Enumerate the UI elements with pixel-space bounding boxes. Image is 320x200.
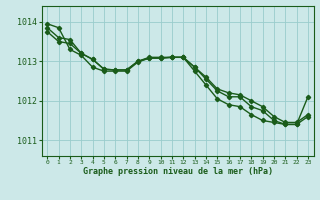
X-axis label: Graphe pression niveau de la mer (hPa): Graphe pression niveau de la mer (hPa) xyxy=(83,167,273,176)
